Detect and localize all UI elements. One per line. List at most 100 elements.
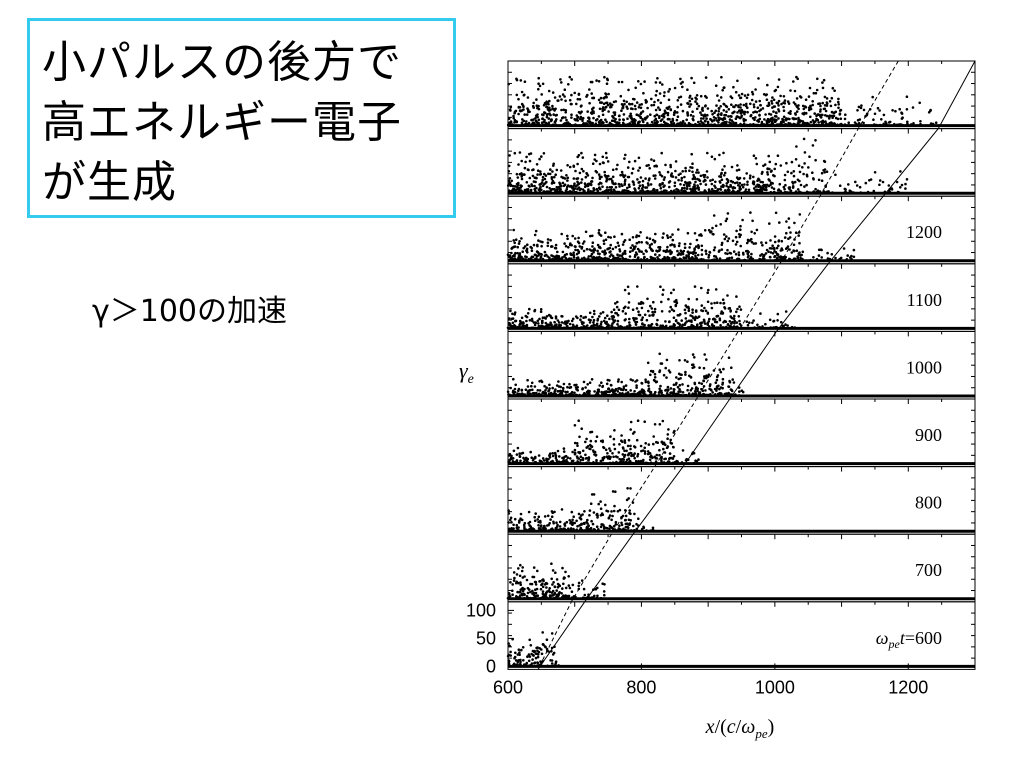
electron-point	[612, 191, 615, 194]
electron-point	[754, 242, 758, 245]
electron-point	[825, 97, 829, 100]
electron-point	[549, 168, 552, 171]
electron-point	[580, 104, 583, 107]
electron-point	[529, 526, 533, 529]
electron-point	[516, 245, 519, 249]
electron-point	[617, 387, 620, 390]
electron-point	[766, 173, 770, 176]
electron-point	[674, 319, 678, 323]
electron-point	[519, 186, 522, 189]
electron-point	[547, 461, 551, 465]
electron-point	[537, 254, 540, 257]
electron-point	[585, 171, 588, 175]
electron-point	[605, 177, 609, 180]
electron-point	[633, 390, 636, 393]
electron-point	[929, 122, 933, 125]
electron-point	[537, 123, 541, 127]
electron-point	[674, 303, 678, 307]
electron-point	[787, 191, 791, 194]
electron-point	[622, 99, 626, 103]
electron-point	[809, 115, 812, 119]
electron-point	[583, 189, 586, 193]
electron-point	[691, 170, 694, 174]
electron-point	[609, 105, 612, 109]
electron-point	[543, 515, 547, 518]
electron-point	[659, 285, 662, 289]
electron-point	[581, 119, 584, 123]
electron-point	[559, 323, 562, 327]
electron-point	[514, 185, 518, 188]
electron-point	[599, 500, 602, 503]
electron-point	[653, 423, 657, 426]
electron-point	[595, 435, 599, 439]
electron-point	[783, 102, 787, 105]
electron-point	[743, 183, 746, 186]
electron-point	[573, 451, 577, 455]
electron-point	[669, 165, 672, 169]
electron-point	[609, 455, 612, 459]
electron-point	[627, 301, 631, 304]
electron-point	[723, 174, 726, 177]
electron-point	[717, 113, 720, 116]
electron-point	[610, 119, 614, 122]
electron-point	[514, 383, 517, 387]
electron-point	[516, 596, 519, 600]
electron-point	[506, 326, 510, 330]
electron-point	[710, 306, 714, 310]
electron-point	[596, 317, 600, 321]
electron-point	[637, 461, 640, 465]
electron-point	[919, 120, 922, 123]
panel-frame	[507, 533, 976, 603]
electron-point	[549, 391, 553, 395]
electron-point	[652, 174, 655, 177]
electron-point	[522, 94, 526, 97]
electron-point	[681, 121, 685, 124]
electron-point	[626, 487, 629, 490]
electron-point	[535, 123, 538, 127]
electron-point	[706, 291, 709, 295]
electron-point	[518, 393, 522, 397]
electron-point	[719, 105, 722, 108]
electron-point	[739, 224, 742, 228]
electron-point	[772, 320, 775, 323]
electron-point	[584, 230, 588, 234]
electron-point	[707, 253, 711, 257]
electron-point	[695, 298, 699, 301]
electron-point	[748, 191, 751, 194]
electron-point	[745, 172, 748, 175]
electron-point	[517, 529, 521, 532]
electron-point	[651, 314, 655, 317]
electron-point	[603, 174, 607, 177]
electron-point	[551, 511, 554, 514]
electron-point	[815, 123, 818, 127]
electron-point	[553, 96, 557, 99]
electron-point	[798, 95, 802, 98]
electron-point	[637, 326, 641, 330]
electron-point	[679, 377, 682, 380]
electron-point	[663, 176, 666, 179]
electron-point	[561, 456, 564, 460]
electron-point	[511, 390, 515, 394]
electron-point	[623, 157, 626, 160]
electron-point	[626, 175, 630, 179]
electron-point	[677, 173, 681, 177]
electron-point	[577, 182, 581, 185]
electron-point	[650, 392, 653, 396]
electron-point	[774, 111, 778, 114]
electron-point	[802, 107, 806, 111]
electron-point	[570, 520, 573, 524]
electron-point	[531, 589, 534, 593]
electron-point	[601, 391, 605, 395]
electron-point	[564, 586, 568, 590]
electron-point	[525, 460, 529, 463]
electron-point	[826, 251, 829, 255]
panel-frame	[507, 128, 976, 197]
electron-point	[748, 321, 751, 325]
electron-point	[560, 528, 564, 532]
electron-point	[545, 596, 549, 600]
electron-point	[643, 452, 647, 455]
electron-point	[667, 388, 670, 392]
electron-point	[643, 313, 647, 317]
electron-point	[587, 524, 590, 527]
electron-point	[597, 173, 601, 176]
